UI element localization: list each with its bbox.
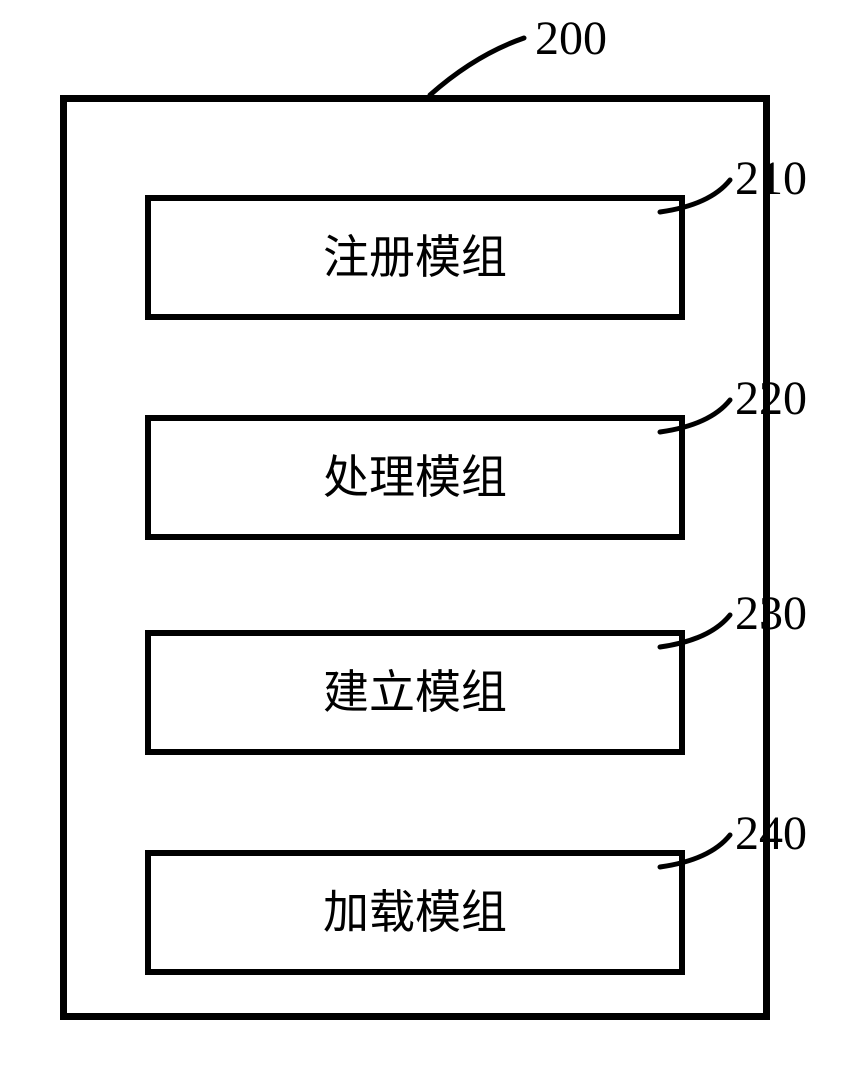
- module-number-3: 240: [735, 810, 807, 858]
- diagram-canvas: 200 注册模组 210 处理模组 220 建立模组 230 加载模组 240: [0, 0, 857, 1066]
- module-leader-3: [0, 0, 857, 1066]
